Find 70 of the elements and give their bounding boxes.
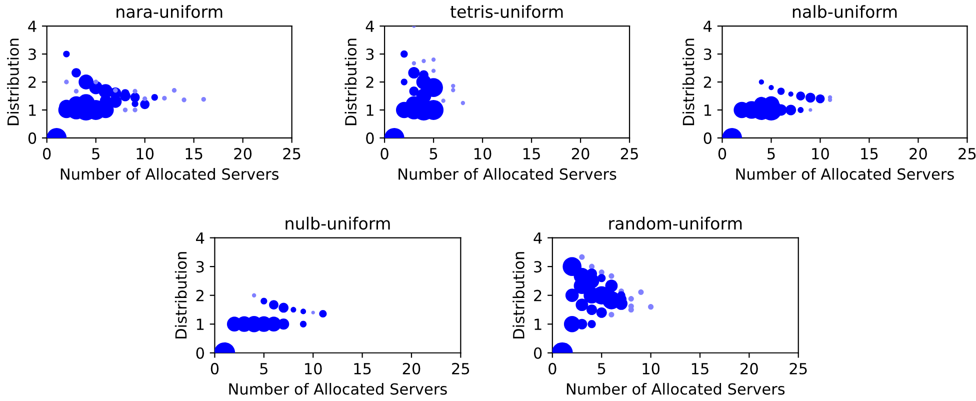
y-tick-label: 4 — [704, 20, 712, 32]
x-tick-label: 0 — [718, 148, 726, 160]
chart-title: nulb-uniform — [286, 216, 390, 230]
y-tick-label: 2 — [534, 290, 542, 302]
y-tick-label: 2 — [704, 76, 711, 88]
x-tick-label: 20 — [572, 148, 590, 160]
x-tick-label: 25 — [958, 148, 976, 160]
x-axis-title: Number of Allocated Servers — [736, 168, 954, 180]
y-tick-label: 1 — [196, 318, 204, 330]
y-tick-label: 1 — [366, 104, 374, 116]
x-tick-label: 0 — [42, 148, 51, 160]
x-axis-title: Number of Allocated Servers — [398, 168, 616, 180]
x-tick-label: 20 — [402, 362, 420, 374]
x-tick-label: 20 — [740, 362, 758, 374]
y-tick-label: 0 — [366, 132, 374, 144]
chart-title: nalb-uniform — [792, 5, 897, 18]
x-tick-label: 0 — [210, 362, 219, 374]
y-tick-label: 0 — [704, 132, 712, 144]
y-tick-label: 1 — [704, 104, 712, 116]
x-tick-label: 5 — [92, 148, 100, 160]
y-axis-title: Distribution — [7, 38, 19, 126]
y-tick-label: 3 — [704, 48, 712, 60]
x-tick-label: 15 — [186, 148, 202, 160]
x-axis-title: Number of Allocated Servers — [229, 382, 447, 395]
x-tick-label: 5 — [598, 363, 606, 374]
y-tick-label: 2 — [196, 290, 204, 302]
x-tick-label: 25 — [790, 362, 807, 374]
y-tick-label: 2 — [366, 76, 374, 88]
x-tick-label: 25 — [452, 362, 470, 374]
chart-title: nara-uniform — [116, 5, 222, 18]
y-tick-label: 4 — [28, 20, 36, 32]
x-tick-label: 10 — [812, 148, 829, 160]
x-tick-label: 0 — [380, 148, 388, 160]
x-tick-label: 10 — [305, 362, 322, 374]
chart-title: tetris-uniform — [450, 5, 563, 18]
x-tick-label: 15 — [861, 148, 878, 160]
y-tick-label: 3 — [366, 48, 374, 60]
x-tick-label: 15 — [523, 148, 540, 160]
y-tick-label: 3 — [196, 261, 204, 273]
x-tick-label: 15 — [692, 363, 708, 374]
x-tick-label: 25 — [620, 148, 638, 160]
x-tick-label: 10 — [136, 148, 154, 160]
y-tick-label: 0 — [534, 347, 542, 359]
x-axis-title: Number of Allocated Servers — [60, 168, 279, 180]
y-tick-label: 1 — [29, 104, 36, 116]
chart-title: random-uniform — [609, 216, 742, 230]
y-axis-title: Distribution — [344, 38, 357, 126]
y-axis-title: Distribution — [512, 252, 524, 338]
x-tick-label: 0 — [548, 362, 556, 374]
x-tick-label: 10 — [474, 148, 492, 160]
y-tick-label: 0 — [196, 347, 204, 359]
y-axis-title: Distribution — [682, 38, 694, 126]
x-tick-label: 15 — [354, 363, 371, 374]
x-tick-label: 25 — [283, 148, 300, 160]
y-tick-label: 2 — [28, 76, 36, 88]
x-axis-title: Number of Allocated Servers — [566, 382, 785, 395]
y-tick-label: 1 — [534, 318, 542, 330]
x-tick-label: 5 — [768, 148, 775, 160]
y-tick-label: 3 — [534, 261, 542, 273]
x-tick-label: 20 — [234, 148, 252, 160]
x-tick-label: 5 — [260, 363, 268, 374]
y-tick-label: 4 — [534, 232, 542, 244]
y-tick-label: 4 — [196, 232, 204, 244]
y-tick-label: 0 — [28, 132, 36, 144]
y-axis-title: Distribution — [174, 252, 187, 338]
y-tick-label: 3 — [28, 48, 36, 60]
x-tick-label: 20 — [910, 148, 927, 160]
x-tick-label: 5 — [430, 148, 438, 160]
y-tick-label: 4 — [366, 20, 374, 32]
x-tick-label: 10 — [642, 362, 660, 374]
